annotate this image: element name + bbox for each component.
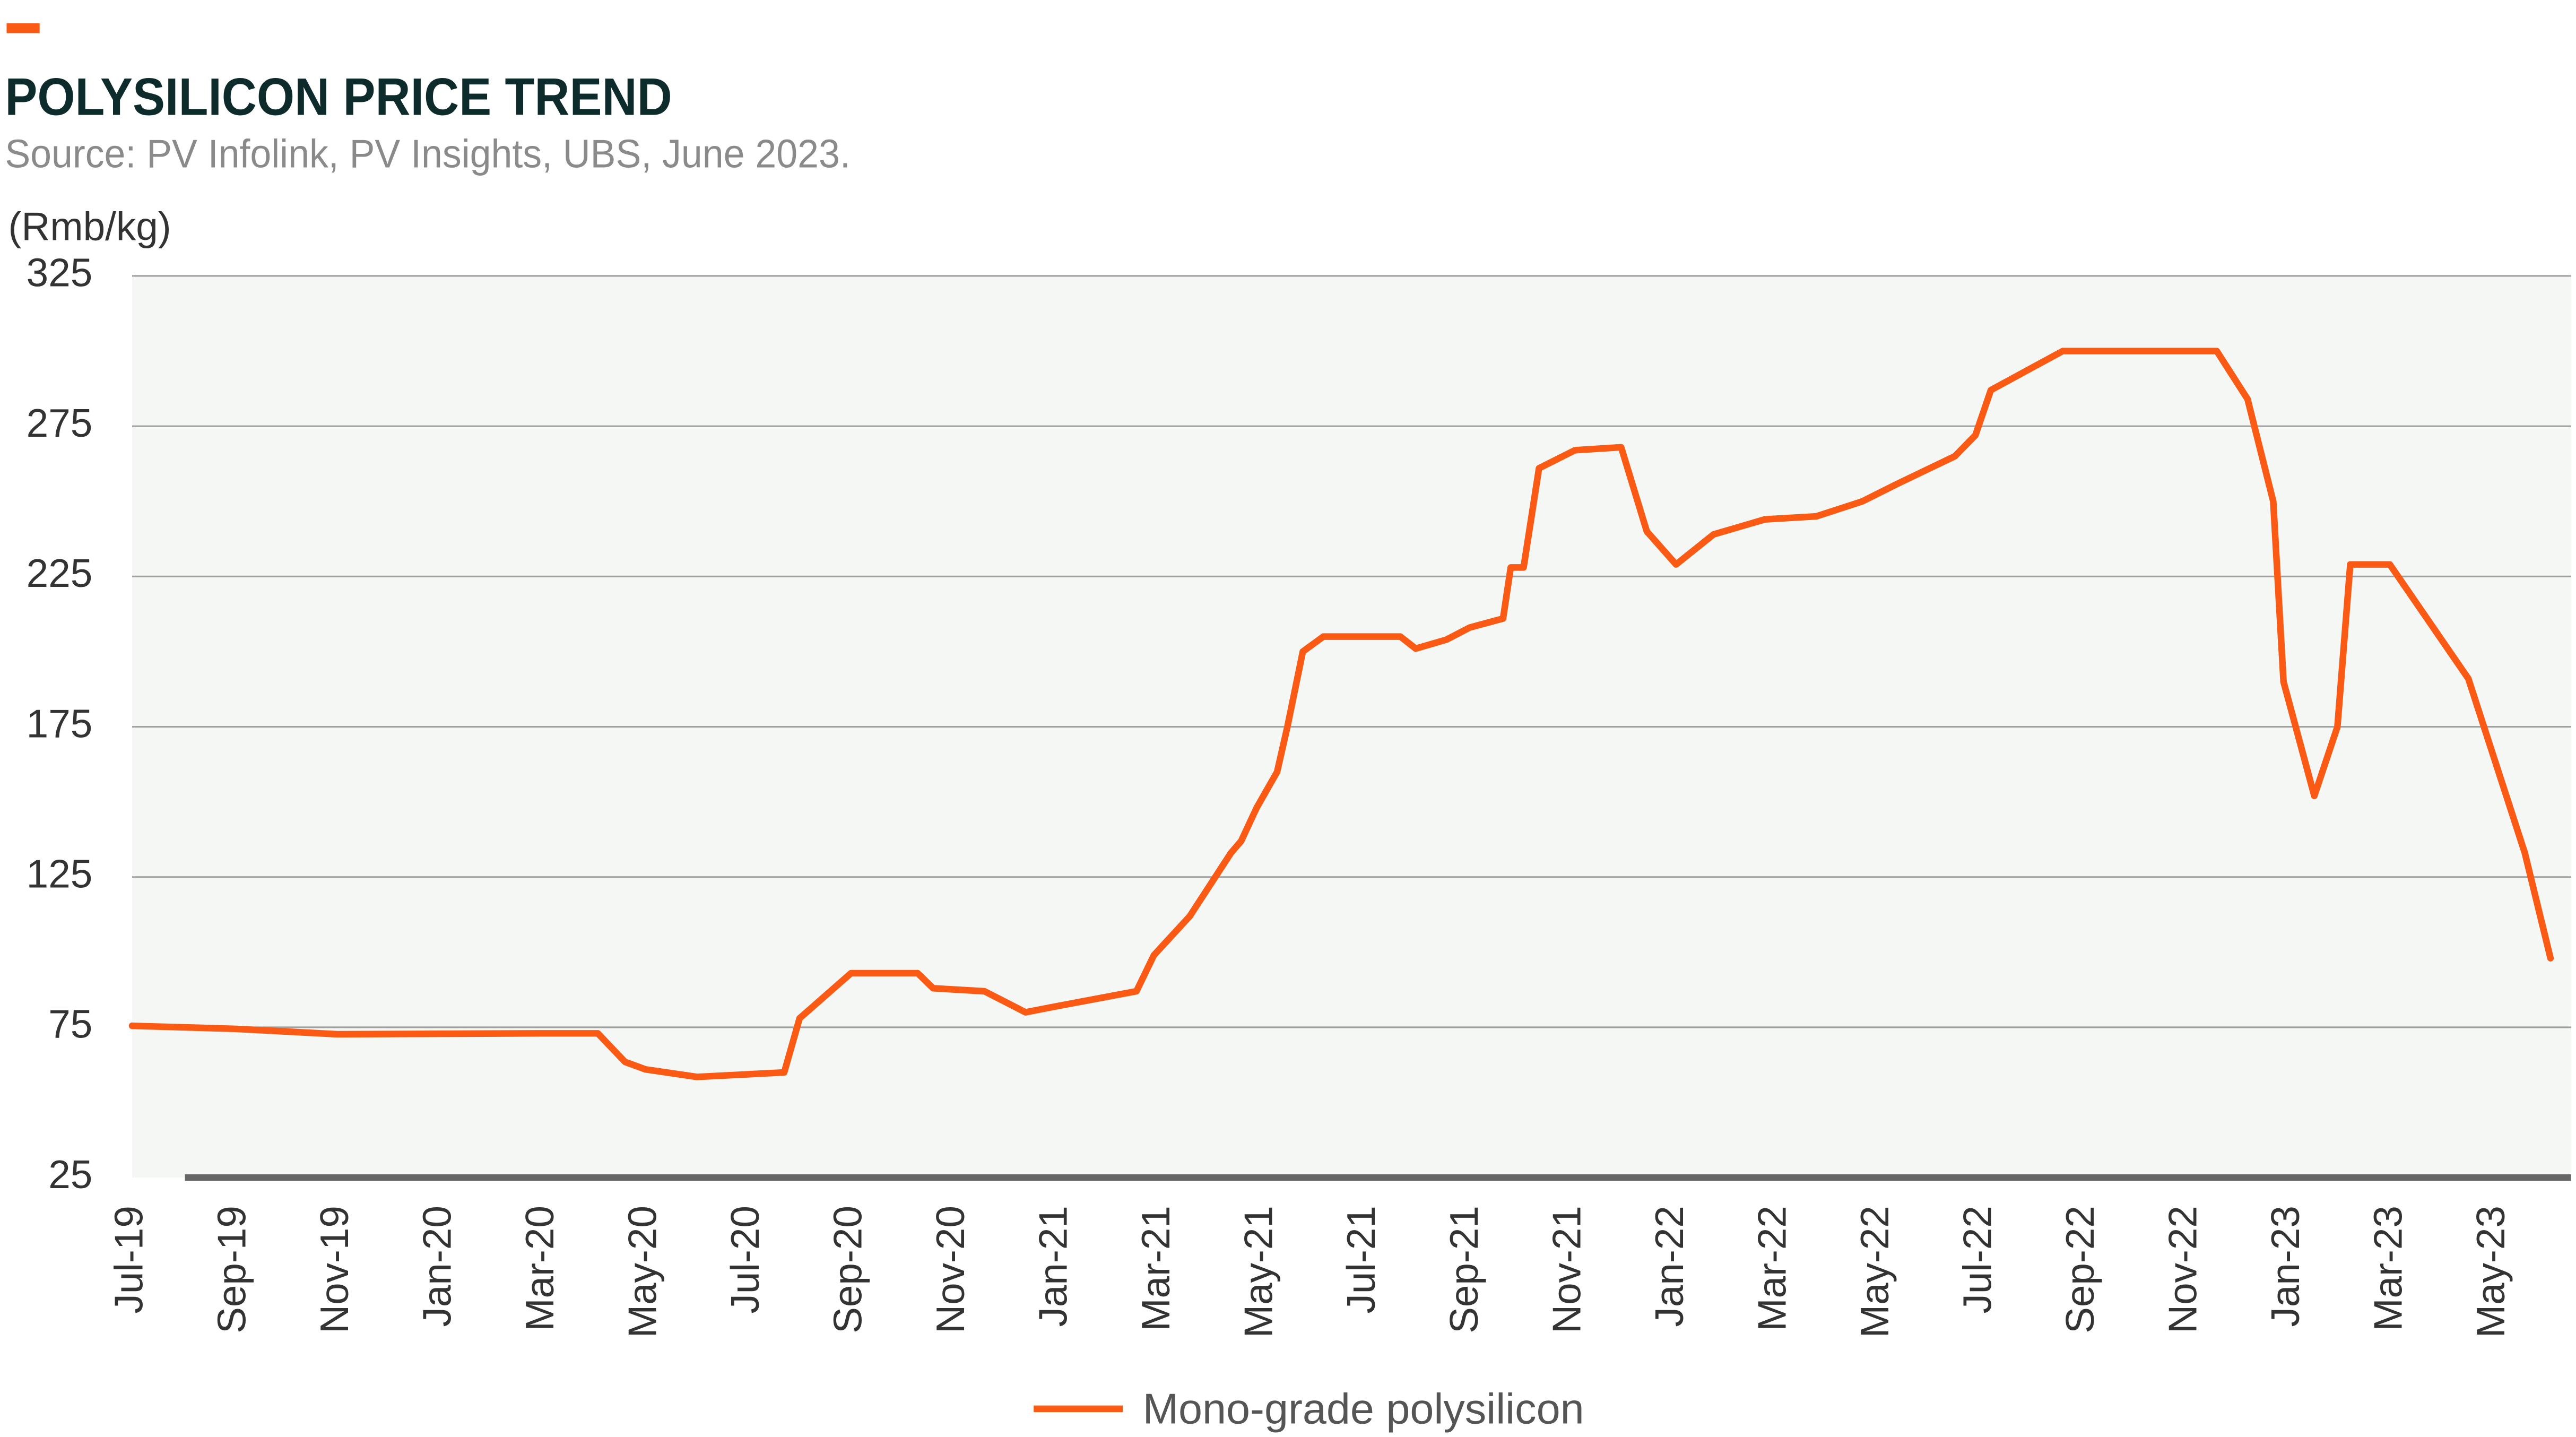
x-tick-label: Jul-19 [107, 1206, 151, 1313]
y-tick-label: 125 [27, 852, 93, 896]
y-tick-label: 75 [48, 1002, 92, 1046]
y-axis-label: (Rmb/kg) [8, 204, 171, 249]
x-tick-label: Jul-22 [1955, 1206, 2000, 1313]
x-tick-label: May-20 [620, 1206, 664, 1338]
x-tick-label: Nov-19 [312, 1206, 357, 1334]
y-tick-label: 175 [27, 701, 93, 746]
chart-subtitle: Source: PV Infolink, PV Insights, UBS, J… [5, 132, 850, 176]
x-tick-label: Sep-19 [209, 1206, 254, 1334]
x-tick-label: Jan-21 [1031, 1206, 1075, 1327]
x-tick-label: Jan-23 [2263, 1206, 2308, 1327]
x-tick-label: Mar-20 [517, 1206, 562, 1331]
x-tick-label: Sep-21 [1442, 1206, 1486, 1334]
x-tick-label: Mar-21 [1133, 1206, 1178, 1331]
x-tick-label: Jul-20 [723, 1206, 767, 1313]
x-tick-label: May-22 [1852, 1206, 1897, 1338]
x-tick-label: May-21 [1236, 1206, 1281, 1338]
x-tick-label: Mar-22 [1749, 1206, 1794, 1331]
x-tick-label: Nov-22 [2161, 1206, 2205, 1334]
x-tick-label: Jan-22 [1647, 1206, 1692, 1327]
x-tick-label: May-23 [2468, 1206, 2513, 1338]
legend-label: Mono-grade polysilicon [1143, 1385, 1584, 1433]
x-tick-label: Mar-23 [2366, 1206, 2410, 1331]
data-line [128, 348, 2554, 1080]
x-tick-label: Sep-22 [2058, 1206, 2102, 1334]
x-tick-label: Nov-20 [928, 1206, 973, 1334]
x-tick-label: Jul-21 [1339, 1206, 1383, 1313]
chart-title: POLYSILICON PRICE TREND [5, 67, 672, 126]
x-tick-label: Nov-21 [1544, 1206, 1589, 1334]
accent-bar [6, 23, 40, 33]
y-tick-label: 325 [27, 250, 93, 295]
x-tick-label: Jan-20 [414, 1206, 459, 1327]
x-tick-label: Sep-20 [826, 1206, 870, 1334]
y-tick-label: 225 [27, 551, 93, 595]
y-tick-label: 275 [27, 401, 93, 445]
y-tick-label: 25 [48, 1152, 92, 1197]
